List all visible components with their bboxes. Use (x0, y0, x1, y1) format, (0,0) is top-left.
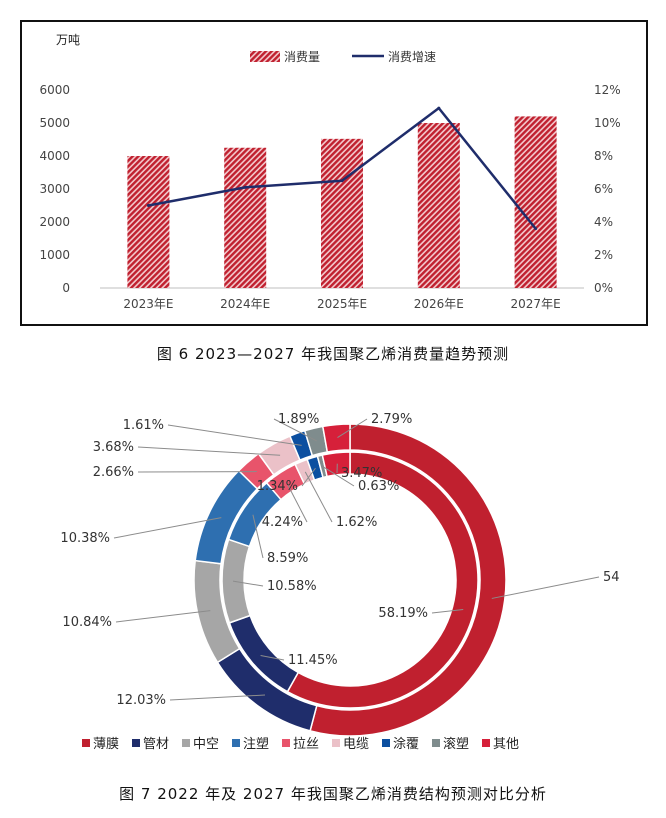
growth-point-2027年E (534, 227, 538, 231)
y-right-tick-label: 4% (594, 215, 613, 229)
growth-point-2026年E (437, 106, 441, 110)
outer-leader-滚塑 (273, 418, 317, 442)
growth-point-2025年E (340, 179, 344, 183)
legend-label-注塑: 注塑 (243, 737, 269, 752)
y-right-tick-label: 0% (594, 281, 613, 295)
y-left-tick-label: 4000 (39, 149, 70, 163)
legend-label-电缆: 电缆 (343, 736, 369, 752)
outer-label-注塑: 10.38% (60, 531, 110, 546)
inner-label-涂覆: 1.34% (257, 479, 298, 494)
figure7-caption: 图 7 2022 年及 2027 年我国聚乙烯消费结构预测对比分析 (119, 785, 547, 803)
inner-label-注塑: 8.59% (267, 551, 308, 566)
legend-label-line: 消费增速 (388, 50, 436, 64)
outer-label-中空: 10.84% (62, 615, 112, 630)
x-tick-label: 2026年E (414, 297, 464, 311)
legend-swatch-涂覆 (382, 739, 390, 747)
figure6-caption: 图 6 2023—2027 年我国聚乙烯消费量趋势预测 (156, 345, 510, 363)
inner-leader-滚塑 (322, 465, 355, 487)
outer-label-涂覆: 1.61% (123, 418, 164, 433)
bar-2027年E (514, 116, 557, 289)
inner-label-薄膜: 58.19% (378, 606, 428, 621)
consumption-structure-svg: 54.11% 12.03% 10.84% 10.38% 2.66% 3.68% 1.61% 1… (60, 412, 652, 752)
consumption-trend-chart: 万吨消费量 消费增速 0 1000 2000 3000 4000 5000 6000 0% 2% 4%… (20, 20, 648, 326)
outer-label-管材: 12.03% (116, 693, 166, 708)
outer-leader-其他 (337, 418, 368, 438)
y-left-tick-label: 1000 (39, 248, 70, 262)
inner-leader-管材 (260, 654, 285, 661)
outer-label-电缆: 3.68% (93, 440, 134, 455)
y-unit-label: 万吨 (56, 33, 80, 47)
outer-label-拉丝: 2.66% (93, 465, 134, 480)
outer-leader-注塑 (113, 517, 222, 539)
outer-label-滚塑: 1.89% (278, 412, 319, 427)
inner-label-滚塑: 0.63% (358, 479, 399, 494)
y-left-tick-label: 5000 (39, 116, 70, 130)
legend-label-管材: 管材 (143, 737, 169, 752)
inner-label-拉丝: 4.24% (262, 515, 303, 530)
outer-leader-电缆 (137, 446, 281, 456)
legend-swatch-薄膜 (82, 739, 90, 747)
legend-swatch-滚塑 (432, 739, 440, 747)
outer-label-其他: 2.79% (371, 412, 412, 427)
legend-label-bar: 消费量 (284, 50, 320, 64)
legend-label-涂覆: 涂覆 (393, 736, 419, 752)
inner-label-中空: 10.58% (267, 579, 317, 594)
growth-point-2024年E (243, 185, 247, 189)
legend-swatch-电缆 (332, 739, 340, 747)
y-right-tick-label: 12% (594, 83, 621, 97)
y-left-tick-label: 0 (62, 281, 70, 295)
legend-swatch-bar (250, 51, 280, 62)
outer-slice-其他 (321, 423, 351, 453)
legend-swatch-注塑 (232, 739, 240, 747)
outer-leader-中空 (115, 610, 211, 623)
y-right-tick-label: 6% (594, 182, 613, 196)
y-left-tick-label: 2000 (39, 215, 70, 229)
bar-2023年E (127, 156, 170, 288)
inner-leader-拉丝 (285, 481, 308, 523)
x-tick-label: 2023年E (123, 297, 173, 311)
growth-point-2023年E (146, 204, 150, 207)
bar-2024年E (224, 147, 267, 288)
legend-swatch-管材 (132, 739, 140, 747)
legend-label-拉丝: 拉丝 (293, 737, 319, 752)
x-tick-label: 2027年E (511, 297, 561, 311)
y-right-tick-label: 8% (594, 149, 613, 163)
y-left-tick-label: 6000 (39, 83, 70, 97)
y-right-tick-label: 2% (594, 248, 613, 262)
legend-swatch-拉丝 (282, 739, 290, 747)
inner-label-管材: 11.45% (288, 653, 338, 668)
legend-swatch-其他 (482, 739, 490, 747)
inner-label-其他: 3.47% (341, 466, 382, 481)
inner-leader-中空 (232, 580, 264, 587)
y-left-tick-label: 3000 (39, 182, 70, 196)
inner-leader-电缆 (304, 471, 333, 523)
y-right-tick-label: 10% (594, 116, 621, 130)
legend-label-其他: 其他 (493, 737, 519, 752)
bar-2025年E (321, 138, 363, 288)
inner-label-电缆: 1.62% (336, 515, 377, 530)
legend-swatch-中空 (182, 739, 190, 747)
legend-label-薄膜: 薄膜 (93, 737, 119, 752)
inner-leader-薄膜 (431, 609, 464, 614)
legend-label-中空: 中空 (193, 737, 219, 752)
outer-leader-薄膜 (491, 576, 600, 599)
bar-2026年E (417, 123, 460, 288)
inner-leader-涂覆 (301, 467, 316, 487)
x-tick-label: 2024年E (220, 297, 270, 311)
outer-leader-管材 (169, 694, 266, 701)
consumption-structure-chart: 54.11% 12.03% 10.84% 10.38% 2.66% 3.68% 1.61% 1… (60, 393, 652, 763)
outer-label-薄膜: 54.11% (603, 570, 620, 585)
inner-leader-注塑 (252, 514, 264, 559)
outer-leader-涂覆 (167, 424, 302, 446)
x-tick-label: 2025年E (317, 297, 367, 311)
legend-label-滚塑: 滚塑 (443, 736, 469, 752)
